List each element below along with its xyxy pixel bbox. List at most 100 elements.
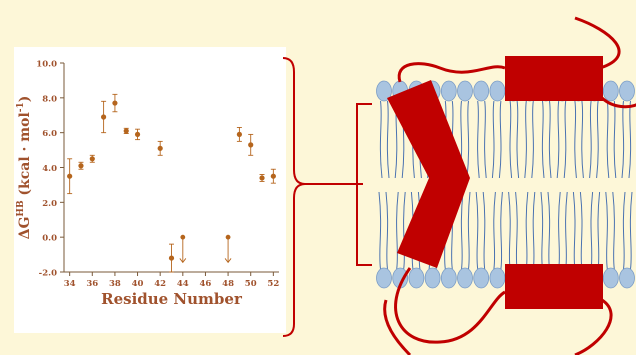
x-tick-label: 46 [200,279,212,289]
upper-bound-point [179,234,187,264]
data-marker [67,173,73,179]
x-tick-label: 48 [222,279,234,289]
surface-helix-upper [505,56,603,101]
data-marker [123,128,129,134]
lipid-tail [606,100,610,179]
y-tick-label: 2.0 [42,199,57,209]
lipid-tail [605,191,608,270]
data-marker [236,131,242,138]
lipid-head-lower [408,267,425,289]
y-tick-label: 6.0 [42,129,57,139]
lipid-head-lower [619,267,635,289]
arrow-head [179,258,187,264]
x-tick-label: 36 [86,279,98,289]
lipid-head-lower [457,267,473,289]
lipid-tail [548,100,552,179]
lipid-tail [460,191,464,270]
lipid-tail [596,100,599,179]
lipid-head-upper [602,80,619,102]
y-tick-label: -2.0 [39,269,57,279]
y-tick-label: 8.0 [42,94,57,104]
lipid-tail [524,100,527,179]
lipid-tail [540,191,544,270]
lipid-head-upper [619,80,635,102]
y-tick-label: 10.0 [36,60,57,70]
data-point [123,127,129,134]
lipid-head-upper [440,80,457,102]
data-point [236,126,242,142]
lipid-tail [574,100,577,179]
lipid-tail [531,100,534,179]
lipid-tail [525,191,529,270]
data-marker [259,175,265,181]
transmembrane-helix [387,80,470,268]
lipid-tail [565,191,568,270]
lipid-tail [498,100,502,179]
lipid-tail [509,100,513,179]
lipid-tail [613,100,617,179]
y-axis-label: ΔGHB (kcal · mol-1) [16,96,33,240]
lipid-head-lower [440,267,457,289]
lipid-tail [579,191,583,270]
lipid-tail [612,191,615,270]
data-marker [134,131,141,138]
x-axis-label: Residue Number [101,290,243,308]
lipid-tail [386,100,390,179]
chart-group: -2.0 0.0 2.0 4.0 6.0 8.0 10.0 34 36 38 40 42 44 46 48 5… [16,60,279,309]
protein-loop [383,299,412,355]
lipid-head-upper [457,80,473,102]
data-point [248,133,254,156]
right-curly-brace [282,57,306,337]
lipid-tail [628,100,632,179]
lipid-tail [563,100,567,179]
connector-group [282,57,372,337]
lipid-tail [581,100,584,179]
lipid-tail [491,100,495,179]
data-point [270,168,276,184]
lipid-tail [508,191,511,270]
data-marker [101,114,107,120]
data-point [157,140,163,156]
upper-bound-point [224,234,232,264]
lipid-head-upper [473,80,490,102]
lipid-tail [558,191,561,270]
x-tick-label: 52 [267,279,279,289]
lipid-tail [378,191,382,270]
lipid-tail [396,191,399,270]
data-marker [270,173,276,179]
data-marker [157,145,163,151]
lipid-tail [590,191,594,270]
protein-loop [397,62,506,83]
chart-panel [14,47,286,333]
data-marker [248,142,254,148]
lipid-tail [589,100,592,179]
x-tick-label: 34 [64,279,76,289]
data-point [259,174,265,182]
data-marker [78,163,84,169]
lipid-head-lower [424,267,441,289]
lipid-tail [482,191,486,270]
arrow-head [224,258,232,264]
data-point [89,154,95,163]
lipid-tail [622,191,626,270]
x-tick-label: 50 [245,279,257,289]
lipid-tail [467,191,471,270]
lipid-tail [547,191,551,270]
x-tick-label: 40 [132,279,144,289]
data-point [101,100,107,134]
lipid-tail [466,100,470,179]
protein-loop [574,298,613,355]
lipid-head-upper [489,80,506,102]
lipid-head-lower [376,267,392,289]
lipid-head-lower [602,267,619,289]
surface-helix-lower [505,264,603,309]
data-point [168,243,175,273]
protein-loop [394,267,506,344]
protein-loop [600,96,636,109]
data-point [78,161,84,170]
lipid-head-lower [489,267,506,289]
lipid-tail [500,191,503,270]
y-tick-label: 4.0 [42,164,57,174]
